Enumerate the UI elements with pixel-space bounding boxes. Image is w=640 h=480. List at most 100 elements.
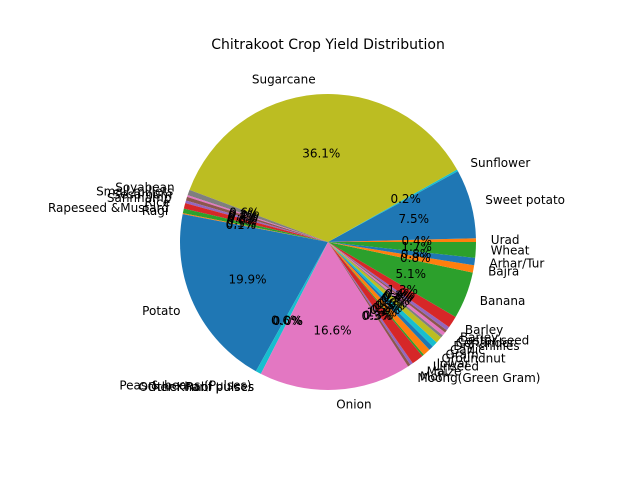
- slice-label-other-kharif-pulses: Other Kharif pulses: [139, 380, 254, 394]
- slice-label-sannhamp: Sannhamp: [107, 191, 171, 205]
- slice-label-coriander: Coriander: [456, 336, 515, 350]
- percent-label-rice: 0.6%: [227, 213, 258, 227]
- percent-label-other-kharif-pulses: 0.0%: [272, 314, 303, 328]
- percent-label-arhar-tur: 0.8%: [401, 247, 432, 261]
- slice-label-wheat: Wheat: [491, 244, 530, 258]
- pie-slice-coriander: [328, 242, 446, 336]
- slice-label-potato: Potato: [142, 304, 180, 318]
- slice-label-onion: Onion: [336, 398, 371, 412]
- percent-label-coriander: 0.4%: [382, 290, 413, 304]
- slice-label-barley: Barley: [460, 330, 498, 344]
- pie-slice-sugarcane: [189, 93, 458, 242]
- percent-label-moth: 0.3%: [363, 308, 394, 322]
- percent-label-ragi: 0.1%: [226, 218, 257, 232]
- slice-label-jowar: Jowar: [436, 356, 470, 370]
- percent-label-potato: 19.9%: [228, 273, 266, 287]
- pie-slice-maize: [328, 242, 423, 364]
- pie-slice-sunflower: [328, 169, 458, 242]
- pie-slice-small-millets: [187, 195, 328, 242]
- pie-slice-castor-seed: [328, 242, 447, 333]
- percent-label-other-rabi-pulses: 0.0%: [272, 314, 303, 328]
- pie-slice-moth: [328, 242, 413, 365]
- slice-label-rapeseed-mustard: Rapeseed &Mustard: [48, 201, 169, 215]
- pie-slice-potato: [179, 214, 328, 372]
- slice-label-small-millets: Small millets: [96, 184, 173, 198]
- chart-title: Chitrakoot Crop Yield Distribution: [211, 37, 445, 53]
- pie-slice-dry-chillies: [328, 242, 443, 338]
- slice-label-sunflower: Sunflower: [470, 156, 530, 170]
- percent-label-sannhamp: 0.3%: [227, 211, 258, 225]
- slice-label-castor-seed: Castor seed: [458, 333, 529, 347]
- pie-slice-barley: [328, 242, 450, 331]
- slice-label-maize: Maize: [427, 365, 462, 379]
- percent-label-soyabean: 0.6%: [229, 205, 260, 219]
- pie-slice-sannhamp: [185, 200, 328, 242]
- slice-label-sweet-potato: Sweet potato: [485, 193, 565, 207]
- percent-label-sugarcane: 36.1%: [302, 146, 340, 160]
- percent-label-rapeseed-mustard: 0.5%: [226, 216, 257, 230]
- slice-label-moth: Moth: [420, 369, 450, 383]
- pie-slice-peas-beans-pulses: [255, 242, 328, 374]
- pie-slice-onion: [260, 242, 409, 391]
- slice-label-urad: Urad: [491, 233, 520, 247]
- slice-label-sesamum: Sesamum: [113, 187, 173, 201]
- percent-label-sweet-potato: 7.5%: [399, 212, 430, 226]
- percent-label-dry-chillies: 0.3%: [381, 292, 412, 306]
- pie-slice-bajra: [328, 242, 475, 273]
- slice-label-dry-chillies: Dry chillies: [453, 339, 519, 353]
- percent-label-peas-beans-pulses: 0.6%: [271, 313, 302, 327]
- pie-slice-barley: [328, 242, 456, 328]
- pie-slice-wheat: [328, 242, 476, 258]
- slice-label-arhar-tur: Arhar/Tur: [489, 257, 544, 271]
- percent-label-jowar: 0.8%: [372, 301, 403, 315]
- slices-layer: [179, 93, 476, 391]
- percent-label-banana: 5.1%: [396, 267, 427, 281]
- slice-label-bajra: Bajra: [488, 265, 519, 279]
- slice-label-barley: Barley: [465, 323, 503, 337]
- pie-slice-ragi: [182, 213, 328, 242]
- pie-slice-rapeseed-mustard: [182, 208, 328, 242]
- percent-label-urad: 0.4%: [402, 234, 433, 248]
- percent-label-sesamum: 0.4%: [228, 209, 259, 223]
- slice-label-ragi: Ragi: [142, 204, 168, 218]
- percent-label-barley: 0.4%: [385, 287, 416, 301]
- slice-label-soyabean: Soyabean: [115, 181, 174, 195]
- pie-slice-arhar-tur: [328, 242, 476, 266]
- percent-label-maize: 1.3%: [367, 306, 398, 320]
- slice-label-groundnut: Groundnut: [441, 352, 505, 366]
- percent-label-moong-green-gram: 0.3%: [362, 309, 393, 323]
- slice-label-linseed: Linseed: [433, 360, 479, 374]
- percent-label-sunflower: 0.2%: [390, 192, 421, 206]
- pie-slice-groundnut: [328, 242, 433, 350]
- percent-label-barley: 1.3%: [387, 283, 418, 297]
- slice-label-garlic: Garlic: [450, 343, 485, 357]
- pie-slice-sweet-potato: [328, 171, 476, 242]
- pie-slice-banana: [328, 242, 473, 317]
- slice-label-banana: Banana: [480, 294, 526, 308]
- percent-label-gram: 0.6%: [377, 296, 408, 310]
- percent-label-small-millets: 0.2%: [228, 207, 259, 221]
- pie-slice-garlic: [328, 242, 442, 343]
- pie-slice-sesamum: [185, 196, 328, 242]
- pie-slice-moong-green-gram: [328, 242, 411, 367]
- slice-label-rice: Rice: [144, 195, 170, 209]
- percent-labels-layer: 0.4%7.5%0.2%36.1%0.6%0.2%0.4%0.3%0.6%0.5…: [226, 146, 432, 337]
- pie-slice-gram: [328, 242, 437, 347]
- slice-label-other-rabi-pulses: Other Rabi pulses: [148, 380, 255, 394]
- percent-label-garlic: 0.7%: [379, 294, 410, 308]
- slice-label-gram: Gram: [445, 348, 478, 362]
- pie-slice-linseed: [328, 242, 424, 356]
- pie-slice-jowar: [328, 242, 430, 355]
- percent-label-wheat: 1.7%: [401, 240, 432, 254]
- slice-label-moong-green-gram: Moong(Green Gram): [417, 371, 540, 385]
- percent-label-linseed: 0.2%: [370, 303, 401, 317]
- slice-label-peas-beans-pulses: Peas & beans (Pulses): [119, 379, 251, 393]
- slice-labels-layer: Urad Sweet potato Sunflower Sugarcane Soyabe…: [48, 73, 565, 412]
- percent-label-groundnut: 0.5%: [375, 299, 406, 313]
- percent-label-castor-seed: 0.3%: [384, 289, 415, 303]
- percent-label-onion: 16.6%: [313, 324, 351, 338]
- pie-slice-rice: [183, 203, 328, 242]
- pie-slice-soyabean: [187, 189, 328, 242]
